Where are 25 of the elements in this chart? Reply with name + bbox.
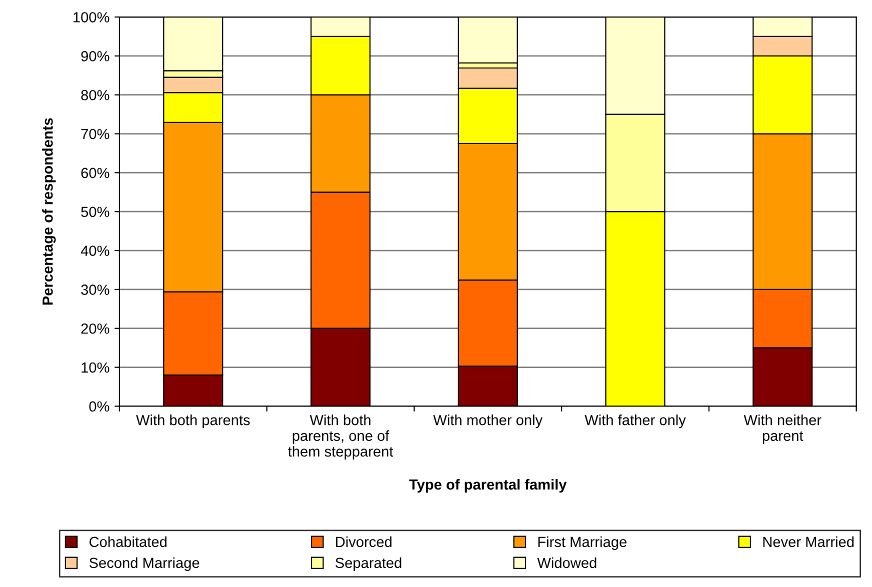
x-tick-label: With mother only <box>433 414 543 428</box>
y-tick-label: 90% <box>81 51 110 62</box>
y-tick-label: 100% <box>74 12 110 22</box>
x-tick-label: With neither parent <box>744 414 822 444</box>
y-tick-label: 10% <box>82 362 110 373</box>
legend-label: Never Married <box>763 536 854 548</box>
y-tick-label: 30% <box>81 284 110 295</box>
y-tick-label: 80% <box>81 90 110 100</box>
y-tick-label: 20% <box>81 323 110 334</box>
legend-label: Divorced <box>336 536 392 548</box>
y-tick-label: 40% <box>80 246 110 256</box>
y-tick-label: 50% <box>81 206 110 218</box>
y-tick-label: 70% <box>81 128 110 140</box>
legend-label: Second Marriage <box>89 557 200 571</box>
y-tick-label: 0% <box>89 401 110 412</box>
legend-label: Separated <box>336 557 402 571</box>
x-tick-label: With both parents, one of them stepparent <box>288 414 394 460</box>
y-axis-title: Percentage of respondents <box>42 118 56 305</box>
x-axis-title: Type of parental family <box>409 478 567 493</box>
legend-label: Widowed <box>537 557 596 568</box>
legend-label: Cohabitated <box>90 536 166 548</box>
x-tick-label: With father only <box>584 414 686 428</box>
legend-label: First Marriage <box>538 536 626 550</box>
x-tick-label: With both parents <box>136 414 250 428</box>
y-tick-label: 60% <box>81 168 110 178</box>
